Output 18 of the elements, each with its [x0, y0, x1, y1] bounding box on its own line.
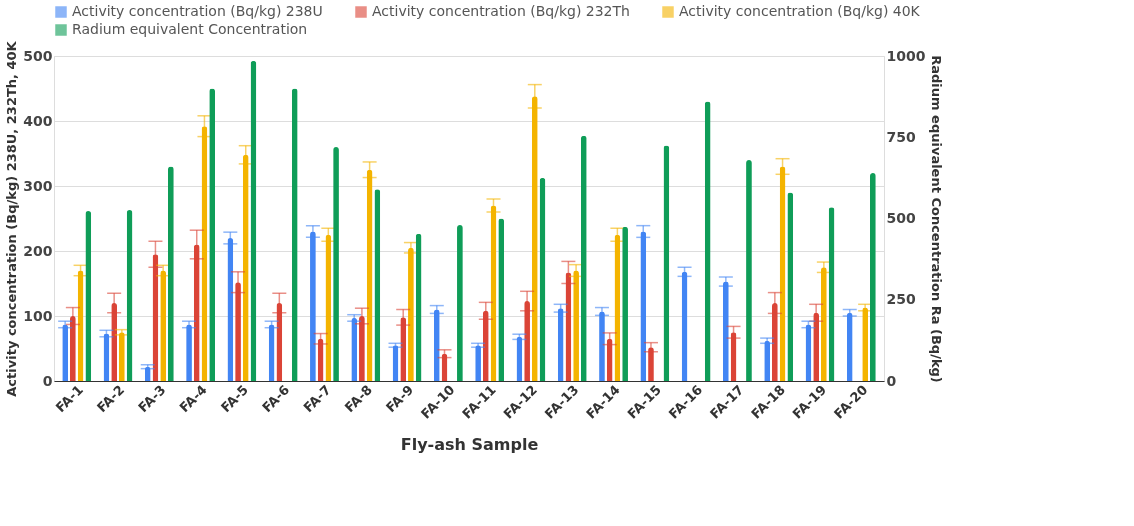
y-tick-label: 300	[23, 177, 53, 194]
y-tick-label: 0	[42, 372, 53, 389]
y2-tick-label: 1000	[886, 47, 926, 64]
legend-label: Activity concentration (Bq/kg) 40K	[679, 3, 921, 19]
y-axis-title: Activity concentration (Bq/kg) 238U, 232Th, 40K	[4, 40, 20, 397]
y-tick-label: 100	[23, 307, 53, 324]
y-tick-label: 200	[23, 242, 53, 259]
y2-tick-label: 750	[886, 128, 916, 145]
legend-label: Activity concentration (Bq/kg) 238U	[72, 3, 323, 19]
y-tick-label: 500	[23, 47, 53, 64]
legend-label: Activity concentration (Bq/kg) 232Th	[372, 3, 630, 19]
y2-tick-label: 500	[886, 210, 916, 226]
legend-label: Radium equivalent Concentration	[72, 21, 308, 37]
y-tick-label: 400	[23, 112, 53, 129]
y2-tick-label: 0	[886, 372, 897, 389]
x-axis-title: Fly-ash Sample	[400, 434, 539, 454]
y2-axis-title: Radium equivalent Concentration Ra (Bq/kg)	[929, 55, 945, 383]
y2-tick-label: 250	[886, 291, 916, 308]
